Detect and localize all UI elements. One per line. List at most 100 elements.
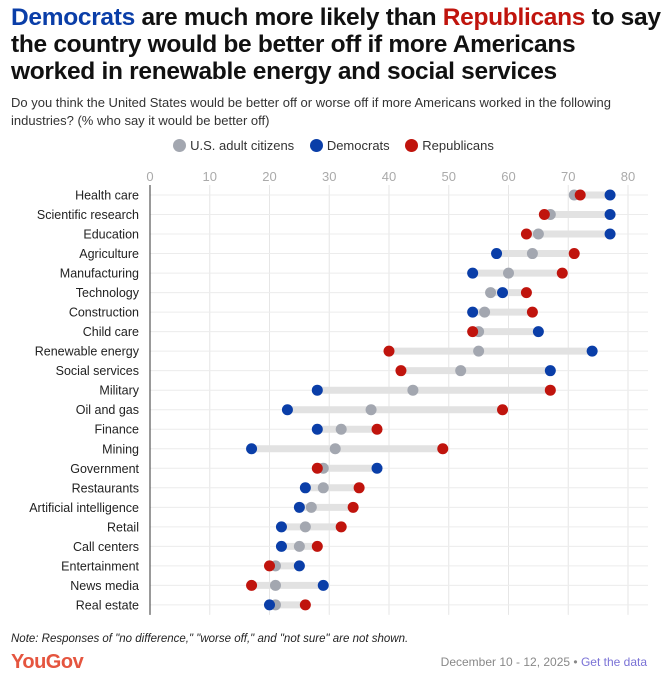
dot-all-adults [455,365,467,377]
x-tick-label: 60 [501,169,515,184]
category-label: Social services [56,364,139,378]
dot-all-adults [305,501,317,513]
category-label: Technology [76,286,140,300]
dot-republicans [264,560,275,572]
survey-date: December 10 - 12, 2025 [440,655,571,669]
dot-all-adults [526,248,538,260]
dot-all-adults [365,404,377,416]
dot-all-adults [503,267,514,279]
dot-all-adults [269,579,281,591]
dot-democrats [586,345,598,357]
x-tick-label: 70 [561,169,575,184]
category-label: Renewable energy [35,345,140,359]
category-label: Health care [75,189,139,203]
legend-label: Democrats [326,138,390,153]
category-label: Call centers [73,540,139,554]
legend-item-republicans: Republicans [405,138,494,153]
dot-republicans [383,345,395,357]
dot-all-adults [335,423,347,435]
dot-democrats [497,287,509,299]
legend-dot-icon [309,139,323,152]
dot-democrats [532,326,544,338]
category-label: Education [83,228,139,242]
title-republicans: Republicans [442,4,586,31]
chart-subtitle: Do you think the United States would be … [11,95,611,128]
title-text: are much more likely than [134,4,443,31]
category-label: Retail [107,520,139,534]
dot-democrats [467,306,479,318]
dot-democrats [604,209,616,221]
yougov-logo: YouGov [11,651,84,673]
x-tick-label: 80 [621,169,635,184]
dot-republicans [347,501,359,513]
footnote: Note: Responses of "no difference," "wor… [11,633,409,645]
dot-all-adults [299,521,311,533]
title-text-end: to say the country would be better off i… [11,4,661,85]
separator: • [570,655,581,669]
legend-label: Republicans [422,138,494,153]
category-label: Manufacturing [60,267,139,281]
category-label: Government [70,462,139,476]
dot-democrats [299,482,311,494]
category-label: Restaurants [72,481,139,495]
get-data-link[interactable]: Get the data [580,655,647,669]
legend-item-democrats: Democrats [309,138,390,153]
category-label: News media [70,579,139,593]
category-label: Child care [83,325,139,339]
x-tick-label: 30 [322,169,336,184]
dot-republicans [467,326,479,338]
legend-dot-icon [405,139,419,152]
dot-democrats [275,521,287,533]
dot-republicans [556,267,568,279]
category-label: Finance [95,423,140,437]
chart-title: Democrats are much more likely than Repu… [11,4,661,85]
dot-republicans [299,599,311,611]
dot-republicans [574,189,586,201]
dot-all-adults [407,384,419,396]
x-tick-label: 20 [262,169,276,184]
dot-democrats [491,248,503,260]
dot-all-adults [473,345,485,357]
dot-democrats [544,365,556,377]
dot-democrats [246,443,258,455]
legend-dot-icon [173,139,187,152]
category-label: Military [99,384,139,398]
dot-republicans [437,443,449,455]
category-label: Real estate [76,598,139,612]
footer-meta: December 10 - 12, 2025 • Get the data [441,655,647,669]
dot-republicans [311,462,323,474]
dot-republicans [353,482,365,494]
category-label: Construction [69,306,139,320]
dot-all-adults [317,482,329,494]
dot-republicans [538,209,550,221]
dot-democrats [264,599,275,611]
dot-democrats [275,540,287,552]
legend-item-all: U.S. adult citizens [173,138,294,153]
category-label: Artificial intelligence [29,501,139,515]
dot-democrats [467,267,479,279]
x-tick-label: 0 [146,169,153,184]
dot-democrats [604,189,616,201]
x-tick-label: 40 [382,169,396,184]
dot-democrats [604,228,616,240]
legend-label: U.S. adult citizens [190,138,295,153]
category-label: Oil and gas [76,403,139,417]
dot-republicans [568,248,580,260]
dot-republicans [371,423,383,435]
dot-republicans [335,521,347,533]
dot-democrats [371,462,383,474]
title-democrats: Democrats [11,4,135,31]
x-tick-label: 10 [203,169,217,184]
dot-republicans [246,579,258,591]
category-label: Scientific research [37,208,139,222]
legend: U.S. adult citizens Democrats Republican… [0,138,667,155]
dot-democrats [293,560,305,572]
category-label: Agriculture [79,247,139,261]
dot-all-adults [293,540,305,552]
dot-republicans [497,404,509,416]
category-label: Mining [102,442,139,456]
dot-democrats [317,579,329,591]
dot-all-adults [485,287,497,299]
dot-democrats [293,501,305,513]
